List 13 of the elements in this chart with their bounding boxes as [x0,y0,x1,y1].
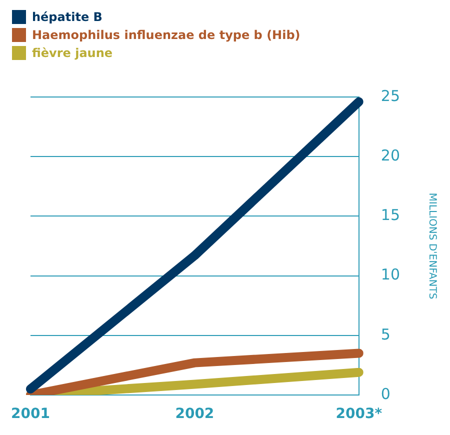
legend-label: Haemophilus influenzae de type b (Hib) [32,28,300,42]
y-tick-label: 0 [380,384,390,403]
y-tick-label: 5 [380,325,390,344]
x-tick-label: 2002 [175,406,214,422]
x-tick-label: 2001 [11,406,50,422]
y-tick-label: 15 [380,206,400,224]
y-tick-label: 20 [380,146,400,164]
legend-label: fièvre jaune [32,46,113,60]
legend-label: hépatite B [32,10,102,24]
x-tick-label: 2003* [336,406,383,422]
y-tick-label: 25 [380,86,400,105]
y-tick-label: 10 [380,266,400,284]
y-axis-title: MILLIONS D'ENFANTS [426,192,438,300]
